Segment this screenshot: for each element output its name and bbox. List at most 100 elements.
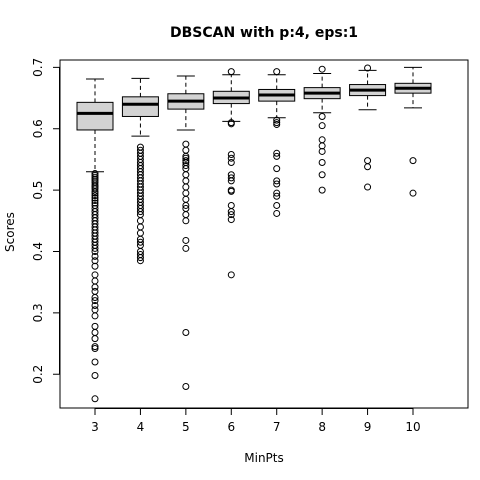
outlier-point	[227, 154, 235, 162]
outlier-point	[273, 149, 281, 157]
outlier-point	[273, 119, 281, 127]
plot-frame	[59, 59, 469, 409]
x-tick-label: 6	[227, 420, 235, 434]
outlier-point	[91, 312, 99, 320]
outlier-point	[227, 120, 235, 128]
outlier-point	[273, 68, 281, 76]
box-group-7	[258, 68, 296, 217]
outlier-point	[91, 335, 99, 343]
outlier-point	[409, 189, 417, 197]
outlier-point	[318, 158, 326, 166]
outlier-point	[273, 152, 281, 160]
outlier-point	[136, 238, 144, 246]
outlier-point	[273, 180, 281, 188]
outlier-point	[182, 201, 190, 209]
outlier-point	[182, 244, 190, 252]
outlier-point	[273, 165, 281, 173]
boxes	[76, 64, 432, 403]
outlier-point	[136, 217, 144, 225]
box-group-5	[167, 75, 205, 391]
outlier-point	[182, 189, 190, 197]
y-axis-label: Scores	[3, 212, 17, 252]
x-tick-label: 5	[182, 420, 190, 434]
y-tick-label: 0.6	[31, 119, 45, 138]
outlier-point	[364, 157, 372, 165]
outlier-point	[227, 211, 235, 219]
outlier-point	[182, 211, 190, 219]
outlier-point	[182, 140, 190, 148]
outlier-point	[91, 192, 99, 200]
outlier-point	[182, 383, 190, 391]
chart-title: DBSCAN with p:4, eps:1	[170, 25, 358, 41]
box-group-3	[76, 78, 114, 403]
outlier-point	[364, 163, 372, 171]
outlier-point	[273, 209, 281, 217]
outlier-point	[227, 174, 235, 182]
outlier-point	[91, 197, 99, 205]
outlier-point	[182, 154, 190, 162]
outlier-point	[273, 201, 281, 209]
outlier-point	[182, 162, 190, 170]
outlier-point	[91, 283, 99, 291]
outlier-point	[273, 192, 281, 200]
outlier-point	[364, 64, 372, 72]
outlier-point	[136, 208, 144, 216]
outlier-point	[227, 158, 235, 166]
outlier-point	[182, 171, 190, 179]
axes: 3 4 5 6 7 8 9 10 0.2 0.3 0.4 0.5 0.6 0.7	[31, 58, 421, 434]
outlier-point	[91, 287, 99, 295]
outlier-point	[91, 329, 99, 337]
outlier-point	[273, 189, 281, 197]
box-iqr	[76, 101, 114, 131]
outlier-point	[91, 344, 99, 352]
outlier-point	[91, 187, 99, 195]
outlier-point	[182, 146, 190, 154]
box-group-9	[349, 64, 387, 191]
outlier-point	[91, 271, 99, 279]
outlier-point	[227, 151, 235, 159]
outlier-point	[182, 329, 190, 337]
outlier-point	[182, 157, 190, 165]
outlier-point	[227, 201, 235, 209]
outlier-point	[227, 208, 235, 216]
box-group-4	[121, 77, 159, 265]
box-group-10	[394, 66, 432, 197]
outlier-point	[91, 189, 99, 197]
outlier-point	[182, 217, 190, 225]
x-tick-label: 3	[91, 420, 99, 434]
outlier-point	[318, 112, 326, 120]
outlier-point	[91, 358, 99, 366]
outlier-point	[91, 343, 99, 351]
y-tick-label: 0.3	[31, 303, 45, 322]
outlier-point	[136, 223, 144, 231]
outlier-point	[91, 185, 99, 193]
outlier-point	[364, 183, 372, 191]
outlier-point	[91, 322, 99, 330]
outlier-point	[91, 194, 99, 202]
outlier-point	[91, 277, 99, 285]
x-tick-label: 10	[405, 420, 420, 434]
box-group-6	[212, 68, 250, 279]
outlier-point	[182, 236, 190, 244]
outlier-point	[91, 306, 99, 314]
outlier-point	[136, 254, 144, 262]
x-axis-label: MinPts	[244, 451, 284, 465]
outlier-point	[136, 257, 144, 265]
outlier-point	[91, 244, 99, 252]
outlier-point	[318, 65, 326, 73]
y-tick-label: 0.7	[31, 58, 45, 77]
outlier-point	[91, 395, 99, 403]
x-tick-label: 8	[318, 420, 326, 434]
outlier-point	[227, 216, 235, 224]
outlier-point	[136, 229, 144, 237]
outlier-point	[91, 371, 99, 379]
outlier-point	[273, 116, 281, 124]
outlier-point	[91, 247, 99, 255]
box-group-8	[303, 65, 341, 194]
outlier-point	[182, 195, 190, 203]
outlier-point	[91, 297, 99, 305]
outlier-point	[91, 252, 99, 260]
outlier-point	[318, 122, 326, 130]
x-tick-label: 7	[273, 420, 281, 434]
outlier-point	[227, 177, 235, 185]
